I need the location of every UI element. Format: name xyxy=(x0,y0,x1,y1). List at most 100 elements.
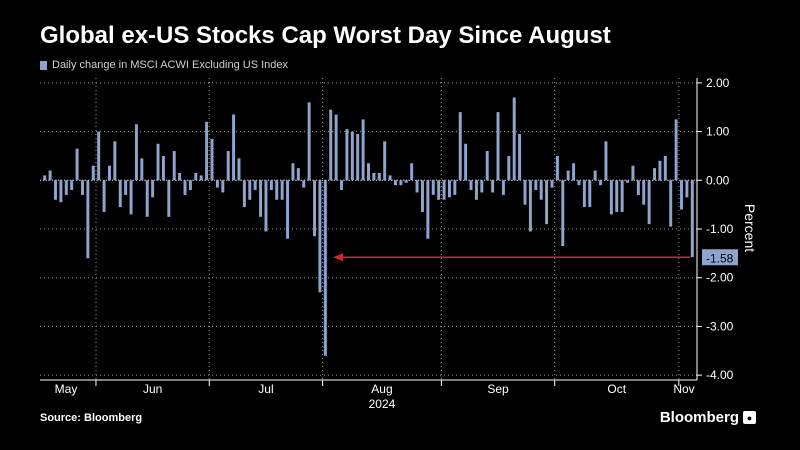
bar xyxy=(307,102,311,181)
bar xyxy=(345,129,349,181)
bar xyxy=(485,151,489,181)
bar xyxy=(350,131,354,181)
bar xyxy=(199,175,203,181)
bar xyxy=(248,180,252,200)
bar xyxy=(70,180,74,191)
bar xyxy=(572,163,576,181)
bar xyxy=(447,180,451,198)
brand-name: Bloomberg xyxy=(659,409,739,426)
bar xyxy=(453,180,457,195)
x-tick-label: Oct xyxy=(607,382,626,396)
bar xyxy=(609,180,613,215)
bar xyxy=(205,121,209,181)
bar xyxy=(496,112,500,181)
bar xyxy=(59,180,63,203)
bar xyxy=(253,180,257,191)
y-tick-label: 1.00 xyxy=(706,125,730,139)
bar xyxy=(604,141,608,181)
bar xyxy=(636,180,640,195)
bar xyxy=(372,172,376,181)
bar xyxy=(631,165,635,181)
y-tick-label: 0.00 xyxy=(706,173,730,187)
bar xyxy=(226,151,230,181)
bar xyxy=(102,180,106,212)
bar xyxy=(221,180,225,193)
bar xyxy=(183,180,187,195)
bar xyxy=(242,180,246,208)
bar xyxy=(194,172,198,181)
bar xyxy=(275,180,279,200)
bar xyxy=(80,180,84,195)
bar xyxy=(523,180,527,205)
bar xyxy=(172,151,176,181)
bar xyxy=(404,180,408,183)
bar xyxy=(658,160,662,181)
bar xyxy=(528,180,532,232)
brand-logo: Bloomberg ● xyxy=(660,409,756,426)
bar xyxy=(259,180,263,217)
bar xyxy=(140,158,144,181)
bar xyxy=(615,180,619,212)
bar xyxy=(663,155,667,181)
bar xyxy=(410,163,414,181)
bar xyxy=(377,172,381,181)
bar xyxy=(118,180,122,208)
y-tick-label: -4.00 xyxy=(706,368,734,382)
y-axis-title: Percent xyxy=(742,204,758,252)
x-tick-label: Nov xyxy=(673,382,694,396)
bar xyxy=(577,180,581,186)
bar xyxy=(188,180,192,191)
bar xyxy=(86,180,90,259)
x-tick-label: Aug xyxy=(371,382,392,396)
bar xyxy=(91,165,95,181)
bar xyxy=(167,180,171,217)
bar xyxy=(539,180,543,200)
bar xyxy=(561,180,565,247)
legend-swatch xyxy=(40,60,47,70)
bar xyxy=(626,180,630,183)
bar xyxy=(280,180,284,200)
bar xyxy=(415,180,419,193)
bar xyxy=(43,175,47,181)
bar xyxy=(582,180,586,208)
bar xyxy=(232,114,236,181)
legend: Daily change in MSCI ACWI Excluding US I… xyxy=(40,59,288,71)
bar xyxy=(642,180,646,205)
bar xyxy=(674,119,678,181)
bar xyxy=(129,180,133,215)
year-label: 2024 xyxy=(369,397,396,411)
bar xyxy=(156,143,160,181)
y-tick-label: -2.00 xyxy=(706,271,734,285)
bar xyxy=(383,141,387,181)
bar xyxy=(367,163,370,181)
bar xyxy=(469,180,473,191)
bar xyxy=(550,180,554,188)
chart-title: Global ex-US Stocks Cap Worst Day Since … xyxy=(40,22,611,49)
bar xyxy=(264,180,268,232)
bloomberg-logo-icon: ● xyxy=(743,411,756,424)
bar xyxy=(329,109,333,181)
bar xyxy=(334,114,338,181)
bar xyxy=(464,143,468,181)
bar xyxy=(442,180,446,200)
annotation-arrowhead xyxy=(333,253,343,262)
bar xyxy=(566,170,570,181)
bar xyxy=(393,180,397,186)
bar xyxy=(237,158,241,181)
bar xyxy=(124,180,128,195)
bar xyxy=(555,155,559,181)
bar xyxy=(420,180,424,212)
bar xyxy=(501,180,505,195)
bar xyxy=(269,180,273,191)
y-tick-label: 2.00 xyxy=(706,76,730,90)
bar xyxy=(215,180,219,188)
bar xyxy=(113,141,117,181)
bar xyxy=(593,170,597,181)
last-value-label: -1.58 xyxy=(706,251,734,265)
bar xyxy=(54,180,57,200)
bar xyxy=(340,180,344,191)
x-tick-label: Sep xyxy=(487,382,509,396)
bar xyxy=(291,163,295,181)
bar xyxy=(388,175,392,181)
bar xyxy=(296,168,300,181)
